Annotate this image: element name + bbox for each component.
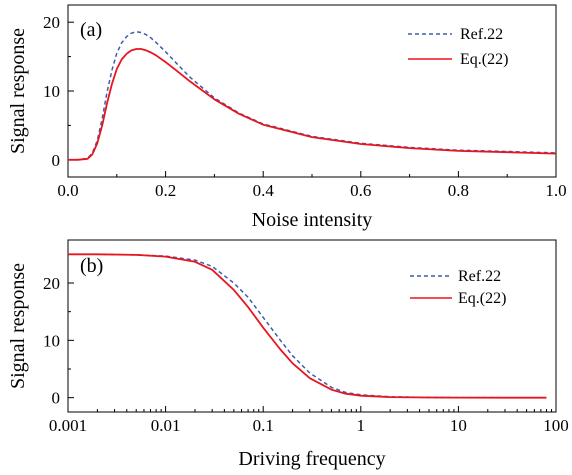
legend: Ref.22 Eq.(22): [408, 26, 508, 68]
y-tick-label: 0: [52, 389, 61, 408]
x-axis-label: Noise intensity: [252, 209, 373, 231]
panel-label: (b): [80, 255, 103, 277]
x-tick-label: 0.01: [151, 416, 181, 435]
x-tick-label: 0.4: [253, 181, 275, 200]
x-tick-label: 10: [450, 416, 467, 435]
y-tick-label: 20: [43, 13, 60, 32]
legend-label-eq22: Eq.(22): [458, 290, 506, 307]
y-tick-label: 10: [43, 82, 60, 101]
x-tick-label: 1.0: [545, 181, 566, 200]
legend: Ref.22 Eq.(22): [410, 268, 506, 307]
x-tick-label: 0.6: [350, 181, 371, 200]
legend-label-ref22: Ref.22: [460, 26, 503, 43]
x-tick-label: 0.001: [49, 416, 87, 435]
plot-frame: [67, 239, 557, 413]
x-tick-label: 0.2: [155, 181, 176, 200]
legend-label-eq22: Eq.(22): [460, 51, 508, 68]
tick-marks: 0.001 0.01 0.1 1 10 100 0 10 20: [43, 274, 569, 435]
x-tick-label: 0.0: [57, 181, 78, 200]
y-axis-label: Signal response: [7, 28, 29, 154]
series-line-eq22: [68, 253, 547, 399]
series-line-eq22: [68, 48, 557, 161]
panel-label: (a): [80, 19, 102, 41]
x-axis-label: Driving frequency: [238, 448, 385, 470]
y-axis-label: Signal response: [7, 263, 29, 389]
y-tick-label: 20: [43, 274, 60, 293]
panel-b: 0.001 0.01 0.1 1 10 100 0 10 20 (b) Driving freq…: [7, 239, 569, 470]
y-tick-label: 10: [43, 331, 60, 350]
x-tick-label: 0.1: [253, 416, 274, 435]
y-tick-label: 0: [52, 151, 61, 170]
series-group: [68, 253, 547, 399]
x-tick-label: 1: [357, 416, 366, 435]
x-tick-label: 100: [543, 416, 569, 435]
series-group: [68, 31, 557, 161]
legend-label-ref22: Ref.22: [458, 268, 501, 285]
panel-a: 0.0 0.2 0.4 0.6 0.8 1.0 0 10 20 (a) Noise intens…: [7, 4, 567, 231]
x-tick-label: 0.8: [448, 181, 469, 200]
